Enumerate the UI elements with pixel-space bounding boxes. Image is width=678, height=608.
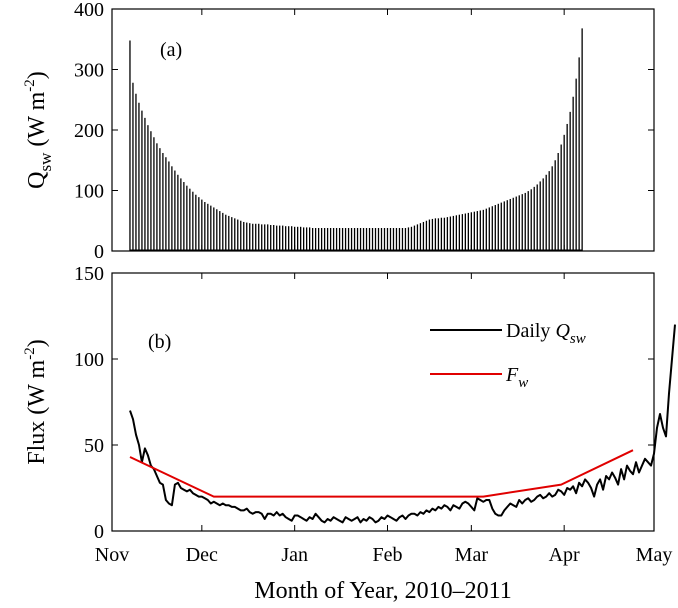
y-tick-label: 0: [94, 521, 104, 543]
panel-b-lines: [129, 324, 676, 524]
panel-b-y-axis-title: Flux (W m-2): [22, 339, 50, 464]
x-tick-label: Dec: [186, 544, 218, 566]
legend: Daily Qsw Fw: [430, 320, 586, 391]
y-tick-label: 100: [74, 349, 104, 371]
legend-label-fw: Fw: [505, 364, 528, 391]
x-tick-label: Mar: [455, 544, 489, 566]
x-tick-label: Jan: [281, 544, 308, 566]
x-tick-label: Feb: [372, 544, 402, 566]
panel-a-x-ticks: [111, 9, 655, 251]
panel-a: 0 100 200 300 400 (a) Qsw (W m-2): [22, 0, 655, 263]
y-tick-label: 0: [94, 241, 104, 263]
panel-a-label: (a): [160, 39, 182, 61]
panel-a-y-ticks: 0 100 200 300 400: [74, 0, 654, 263]
panel-b: 0 50 100 150 Nov Dec Jan Feb Mar Apr May (b) Flux…: [22, 263, 676, 566]
y-tick-label: 150: [74, 263, 104, 285]
panel-b-y-ticks: 0 50 100 150: [74, 263, 654, 543]
y-tick-label: 50: [84, 435, 104, 457]
y-tick-label: 300: [74, 60, 104, 82]
y-tick-label: 200: [74, 120, 104, 142]
legend-label-daily-qsw: Daily Qsw: [506, 320, 586, 347]
panel-a-bars: [129, 28, 583, 251]
series-line-fw: [129, 449, 634, 498]
panel-a-y-axis-title: Qsw (W m-2): [22, 71, 55, 189]
x-axis-title: Month of Year, 2010–2011: [254, 578, 511, 604]
panel-b-x-ticks: Nov Dec Jan Feb Mar Apr May: [95, 273, 673, 566]
y-tick-label: 100: [74, 181, 104, 203]
x-tick-label: Nov: [95, 544, 129, 566]
series-line-daily-qsw: [129, 324, 676, 524]
y-tick-label: 400: [74, 0, 104, 21]
panel-b-axes-box: [111, 272, 655, 532]
x-tick-label: Apr: [549, 544, 580, 566]
x-tick-label: May: [636, 544, 673, 566]
panel-b-label: (b): [148, 331, 171, 353]
